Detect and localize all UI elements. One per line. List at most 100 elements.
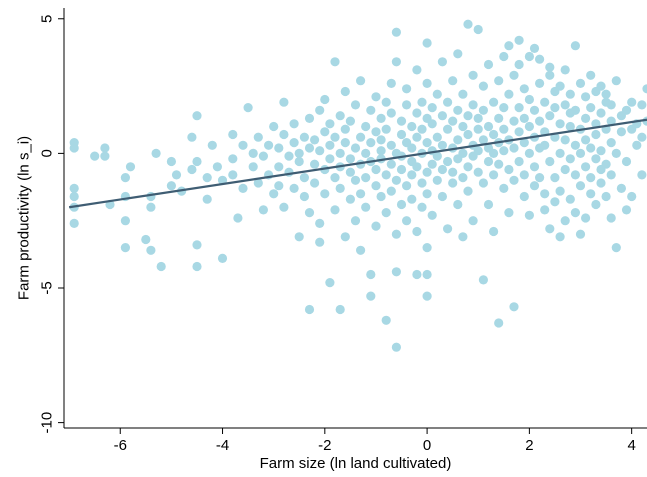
data-point [402, 84, 412, 94]
data-point [350, 100, 361, 110]
data-point [637, 170, 647, 180]
data-point [381, 124, 391, 134]
data-point [478, 81, 488, 91]
data-point [330, 132, 340, 142]
data-point [575, 229, 586, 239]
data-point [514, 103, 524, 113]
data-point [621, 205, 632, 215]
data-point [560, 100, 570, 110]
data-point [391, 229, 401, 239]
data-point [274, 162, 284, 172]
data-point [427, 159, 437, 169]
data-point [550, 173, 560, 183]
data-point [345, 167, 355, 177]
data-point [596, 108, 606, 118]
data-point [621, 105, 632, 115]
data-point [371, 164, 381, 175]
data-point [570, 208, 581, 218]
data-point [422, 138, 432, 148]
data-point [371, 92, 381, 102]
data-point [345, 154, 355, 164]
x-tick-label: -6 [114, 437, 127, 454]
data-point [335, 304, 345, 315]
data-point [340, 124, 350, 134]
data-point [335, 183, 345, 193]
data-point [325, 154, 335, 164]
data-point [310, 135, 320, 145]
data-point [228, 154, 238, 164]
data-point [463, 111, 473, 121]
data-point [555, 232, 565, 242]
data-point [335, 111, 345, 121]
data-point [386, 108, 396, 118]
data-point [565, 89, 575, 99]
data-point [570, 170, 581, 180]
data-point [279, 129, 289, 140]
data-point [171, 170, 182, 180]
data-point [269, 189, 279, 199]
data-point [519, 84, 529, 94]
data-point [361, 173, 371, 183]
data-point [340, 86, 350, 97]
x-tick-label: -4 [216, 437, 229, 454]
data-point [499, 146, 509, 156]
data-point [432, 132, 442, 142]
data-point [483, 59, 494, 70]
data-point [417, 202, 427, 212]
data-point [529, 43, 540, 54]
data-point [381, 97, 391, 107]
data-point [529, 181, 540, 191]
data-point [69, 183, 79, 193]
data-point [448, 178, 458, 188]
data-point [494, 159, 504, 169]
data-point [448, 116, 458, 126]
data-point [560, 216, 570, 226]
data-point [519, 113, 529, 123]
data-point [396, 164, 407, 175]
data-point [616, 127, 627, 137]
data-point [284, 151, 294, 161]
data-point [601, 159, 611, 169]
data-point [238, 183, 248, 193]
data-point [396, 199, 407, 210]
data-point [524, 210, 535, 220]
data-point [120, 216, 130, 226]
data-point [489, 170, 499, 180]
data-point [463, 19, 473, 29]
data-point [258, 205, 268, 215]
data-point [448, 76, 458, 86]
data-point [146, 245, 156, 255]
data-point [310, 159, 320, 169]
x-axis-title: Farm size (ln land cultivated) [260, 455, 452, 472]
data-point [437, 191, 447, 202]
data-point [396, 129, 407, 140]
data-point [478, 135, 488, 145]
data-point [299, 132, 309, 142]
data-point [412, 108, 422, 118]
data-point [422, 167, 432, 177]
data-point [269, 121, 279, 132]
data-point [437, 111, 447, 121]
data-point [504, 164, 514, 175]
data-point [494, 76, 504, 86]
data-point [448, 167, 458, 177]
data-point [565, 154, 575, 164]
data-point [228, 129, 238, 140]
data-point [473, 113, 483, 123]
data-point [315, 105, 325, 115]
data-point [212, 162, 222, 172]
data-point [473, 146, 483, 156]
data-point [519, 138, 529, 148]
data-point [575, 78, 586, 88]
data-point [412, 162, 422, 172]
data-point [606, 213, 616, 223]
data-point [560, 65, 570, 75]
data-point [299, 173, 309, 183]
data-point [248, 162, 258, 172]
data-point [473, 24, 483, 35]
y-axis-title: Farm productivity (ln s_i) [16, 136, 33, 300]
data-point [69, 218, 79, 228]
data-point [238, 140, 248, 150]
data-point [356, 76, 366, 86]
